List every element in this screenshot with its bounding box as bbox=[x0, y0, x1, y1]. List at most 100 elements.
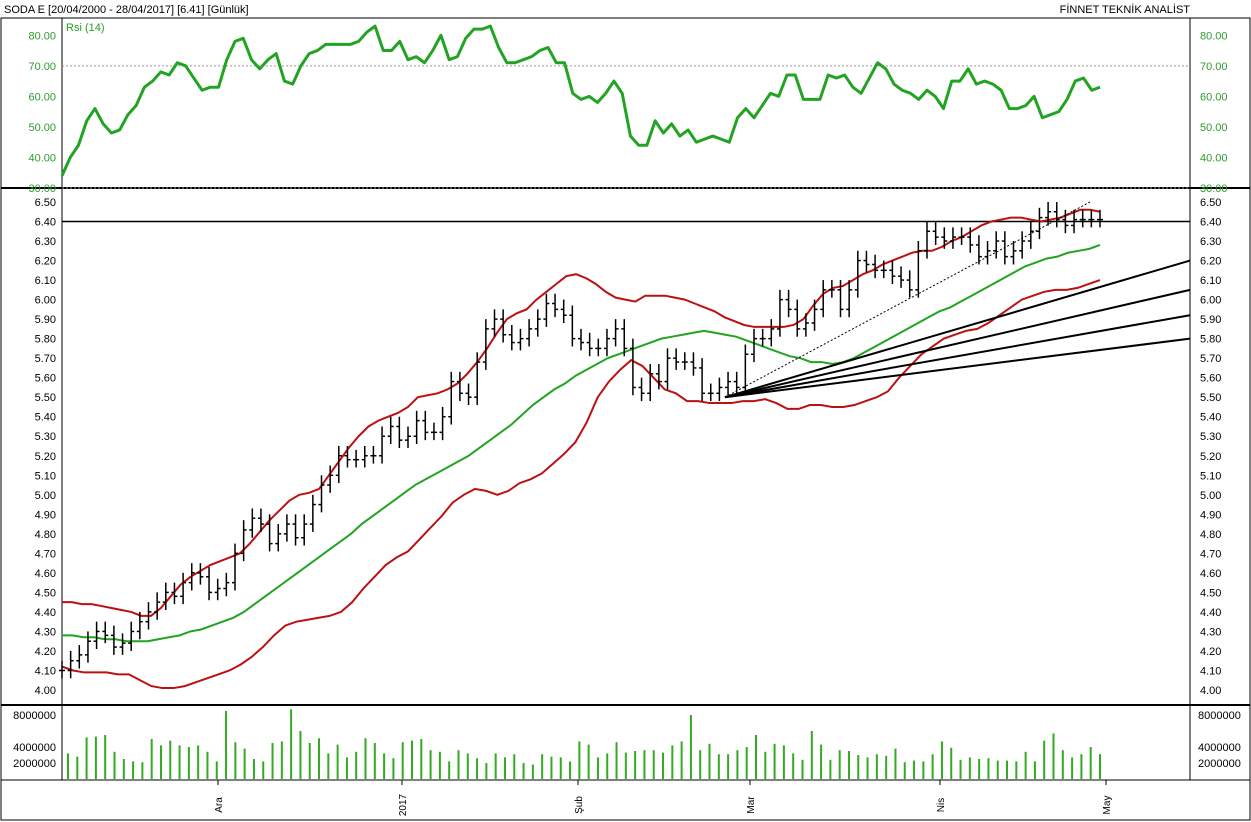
price-bar-32 bbox=[335, 446, 342, 484]
price-bar-90 bbox=[837, 280, 844, 318]
price-bar-65 bbox=[621, 319, 628, 357]
price-bar-43 bbox=[430, 422, 437, 441]
price-tick-right-9: 5.60 bbox=[1200, 373, 1221, 385]
price-tick-left-19: 4.60 bbox=[35, 568, 56, 580]
rsi-tick-left-0: 80.00 bbox=[28, 30, 56, 42]
price-bar-39 bbox=[396, 416, 403, 448]
x-tick-label-0: Ara bbox=[214, 797, 225, 813]
price-bar-70 bbox=[664, 348, 671, 390]
rsi-panel: 80.00 80.00 70.00 70.00 60.00 60.00 50.00 50.00… bbox=[28, 22, 1227, 195]
price-bar-4 bbox=[93, 621, 100, 650]
price-tick-left-5: 6.00 bbox=[35, 295, 56, 307]
price-bar-72 bbox=[681, 352, 688, 370]
price-bar-110 bbox=[1010, 241, 1017, 265]
rsi-tick-right-4: 40.00 bbox=[1200, 152, 1228, 164]
price-bar-25 bbox=[275, 524, 282, 552]
price-bar-2 bbox=[76, 645, 83, 669]
price-bar-36 bbox=[370, 446, 377, 464]
date-axis: Ara 2017 Şub Mar Nis May bbox=[214, 780, 1113, 816]
price-tick-right-8: 5.70 bbox=[1200, 353, 1221, 365]
price-bar-98 bbox=[906, 270, 913, 298]
price-bar-18 bbox=[214, 578, 221, 601]
price-bar-75 bbox=[707, 383, 714, 402]
price-bar-33 bbox=[344, 446, 351, 468]
price-tick-left-21: 4.40 bbox=[35, 607, 56, 619]
price-bar-117 bbox=[1071, 209, 1078, 234]
price-tick-right-23: 4.20 bbox=[1200, 646, 1221, 658]
outer-frame bbox=[0, 17, 1251, 821]
price-bar-81 bbox=[759, 328, 766, 347]
price-bar-13 bbox=[171, 582, 178, 605]
price-bar-85 bbox=[794, 299, 801, 337]
price-bar-67 bbox=[638, 377, 645, 402]
price-bar-29 bbox=[309, 494, 316, 532]
price-tick-left-16: 4.90 bbox=[35, 509, 56, 521]
price-bar-27 bbox=[292, 514, 299, 546]
price-bar-55 bbox=[534, 309, 541, 337]
price-bar-64 bbox=[612, 319, 619, 347]
price-bar-69 bbox=[655, 364, 662, 390]
chart-header-left: SODA E [20/04/2000 - 28/04/2017] [6.41] … bbox=[4, 4, 249, 16]
price-tick-left-8: 5.70 bbox=[35, 353, 56, 365]
price-bar-83 bbox=[776, 289, 783, 337]
price-bar-86 bbox=[802, 313, 809, 337]
price-bar-73 bbox=[690, 352, 697, 376]
price-tick-left-11: 5.40 bbox=[35, 412, 56, 424]
price-tick-right-3: 6.20 bbox=[1200, 256, 1221, 268]
price-bar-11 bbox=[154, 592, 161, 620]
volume-tick-right-2: 2000000 bbox=[1198, 758, 1241, 770]
price-bar-23 bbox=[257, 508, 264, 532]
price-tick-left-0: 6.50 bbox=[35, 197, 56, 209]
price-bar-0 bbox=[59, 660, 65, 679]
price-bar-12 bbox=[162, 582, 169, 610]
price-tick-right-5: 6.00 bbox=[1200, 295, 1221, 307]
rsi-tick-right-2: 60.00 bbox=[1200, 91, 1228, 103]
price-bar-49 bbox=[482, 319, 489, 370]
price-tick-left-17: 4.80 bbox=[35, 529, 56, 541]
trend-line-1 bbox=[724, 259, 1191, 399]
price-panel: 6.50 6.50 6.40 6.40 6.30 6.30 6.20 6.20 6.10 6.10… bbox=[35, 197, 1222, 697]
price-bar-38 bbox=[387, 416, 394, 445]
price-bar-78 bbox=[733, 371, 740, 396]
rsi-tick-left-3: 50.00 bbox=[28, 122, 56, 134]
price-tick-right-25: 4.00 bbox=[1200, 685, 1221, 697]
price-bar-66 bbox=[629, 338, 636, 396]
price-bar-53 bbox=[517, 328, 524, 351]
price-bar-35 bbox=[361, 446, 368, 468]
price-bar-17 bbox=[206, 567, 213, 601]
x-tick-label-3: Mar bbox=[746, 796, 757, 814]
price-tick-right-21: 4.40 bbox=[1200, 607, 1221, 619]
price-tick-right-13: 5.20 bbox=[1200, 451, 1221, 463]
price-bar-68 bbox=[647, 364, 654, 402]
price-bar-113 bbox=[1036, 207, 1043, 240]
price-bar-119 bbox=[1088, 209, 1095, 228]
x-tick-label-1: 2017 bbox=[398, 793, 409, 816]
price-tick-left-12: 5.30 bbox=[35, 431, 56, 443]
price-bar-76 bbox=[716, 377, 723, 402]
price-tick-right-16: 4.90 bbox=[1200, 509, 1221, 521]
price-bar-105 bbox=[967, 227, 974, 253]
price-bar-103 bbox=[949, 227, 956, 249]
price-tick-left-4: 6.10 bbox=[35, 275, 56, 287]
price-bar-77 bbox=[725, 371, 732, 396]
rsi-tick-left-4: 40.00 bbox=[28, 152, 56, 164]
price-tick-left-23: 4.20 bbox=[35, 646, 56, 658]
price-bar-107 bbox=[984, 241, 991, 265]
rsi-tick-left-5: 30.00 bbox=[28, 183, 56, 195]
price-tick-left-18: 4.70 bbox=[35, 548, 56, 560]
price-tick-left-10: 5.50 bbox=[35, 392, 56, 404]
rsi-tick-right-0: 80.00 bbox=[1200, 30, 1228, 42]
price-bar-94 bbox=[872, 254, 879, 279]
price-tick-right-14: 5.10 bbox=[1200, 470, 1221, 482]
price-tick-right-12: 5.30 bbox=[1200, 431, 1221, 443]
price-tick-right-4: 6.10 bbox=[1200, 275, 1221, 287]
price-tick-right-18: 4.70 bbox=[1200, 548, 1221, 560]
rsi-line-0 bbox=[60, 24, 1101, 177]
price-tick-left-20: 4.50 bbox=[35, 587, 56, 599]
price-bar-71 bbox=[673, 348, 680, 370]
x-tick-label-2: Şub bbox=[574, 796, 585, 814]
price-bar-112 bbox=[1027, 221, 1034, 249]
price-tick-left-15: 5.00 bbox=[35, 490, 56, 502]
price-tick-right-1: 6.40 bbox=[1200, 217, 1221, 229]
